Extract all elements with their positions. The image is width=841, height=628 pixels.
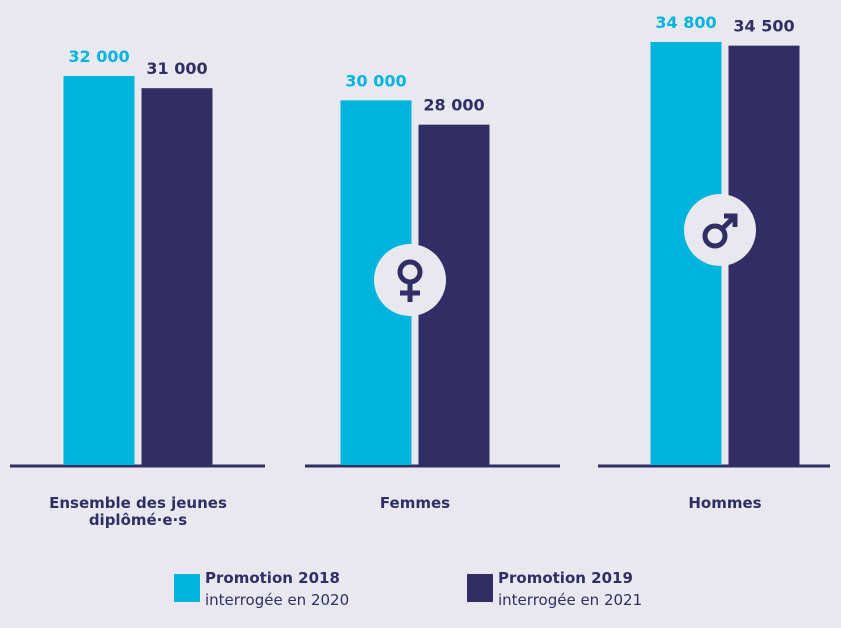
value-label: 34 500	[733, 17, 794, 36]
icon	[400, 282, 420, 302]
value-label: 34 800	[655, 13, 716, 32]
legend-label: Promotion 2018	[205, 569, 340, 587]
bar	[63, 76, 135, 465]
value-label: 31 000	[146, 59, 207, 78]
icon	[702, 223, 728, 249]
icon	[720, 213, 738, 231]
x-tick-label: Ensemble des jeunes diplômé·e·s	[49, 494, 227, 529]
legend-label: Promotion 2019	[498, 569, 633, 587]
value-label: 32 000	[68, 47, 129, 66]
x-tick-label: Femmes	[379, 494, 451, 512]
legend-sublabel: interrogée en 2021	[498, 591, 643, 609]
legend-swatch	[174, 574, 200, 602]
x-tick-label: Hommes	[688, 494, 762, 512]
legend-swatch	[467, 574, 493, 602]
value-label: 28 000	[423, 96, 484, 115]
value-label: 30 000	[345, 71, 406, 90]
bar	[141, 88, 213, 466]
legend-sublabel: interrogée en 2020	[205, 591, 350, 609]
